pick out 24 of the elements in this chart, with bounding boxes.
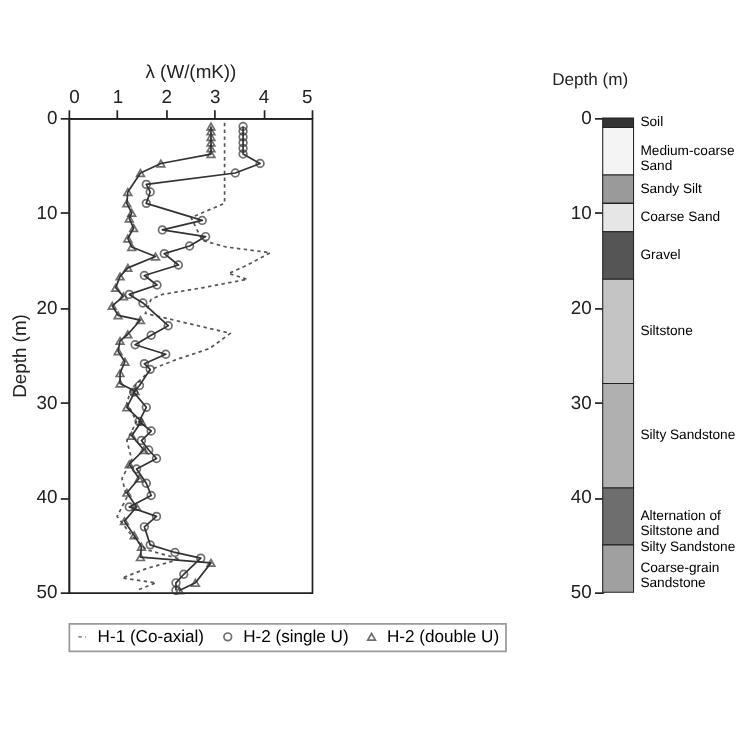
y-axis-title: Depth (m): [552, 68, 629, 89]
y-tick-label: 50: [36, 580, 58, 603]
y-tick-label: 0: [581, 105, 592, 128]
y-tick-label: 20: [570, 295, 592, 318]
y-tick-label: 50: [570, 580, 592, 603]
x-tick-label: 0: [69, 85, 80, 108]
y-tick-label: 40: [36, 485, 58, 508]
y-tick-label: 0: [46, 105, 58, 128]
legend-label: H-2 (single U): [243, 625, 349, 646]
x-tick-label: 5: [302, 85, 313, 108]
x-axis-title: λ (W/(mK)): [145, 59, 237, 82]
y-tick-label: 10: [36, 200, 58, 223]
legend-label: H-2 (double U): [386, 625, 500, 646]
y-tick-label: 40: [570, 485, 592, 508]
y-tick-label: 20: [36, 295, 58, 318]
x-tick-label: 1: [112, 85, 124, 108]
x-tick-label: 4: [258, 85, 270, 108]
y-tick-label: 10: [570, 200, 592, 223]
y-tick-label: 30: [36, 390, 58, 413]
x-tick-label: 3: [210, 85, 221, 108]
y-axis-title: Depth (m): [8, 314, 31, 398]
y-tick-label: 30: [570, 390, 592, 413]
x-tick-label: 2: [161, 85, 172, 108]
legend-label: H-1 (Co-axial): [97, 625, 205, 646]
